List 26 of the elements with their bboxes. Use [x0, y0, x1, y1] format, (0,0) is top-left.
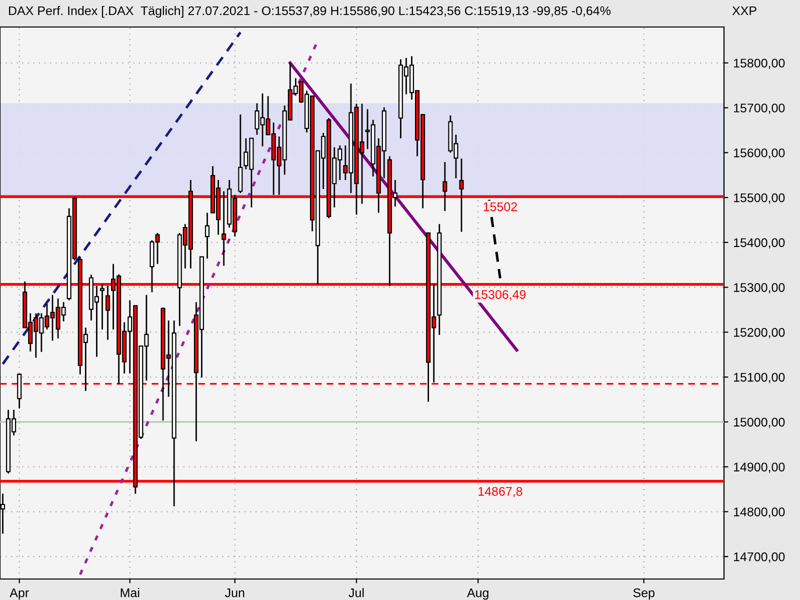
x-tick-label: Jun: [225, 588, 244, 598]
ref-line-label: 14867,8: [478, 486, 522, 498]
y-tick-label: 15700,00: [734, 104, 785, 114]
y-tick-label: 15000,00: [734, 418, 785, 428]
x-tick-label: Mai: [120, 588, 140, 598]
x-tick-label: Aug: [466, 588, 488, 600]
y-tick-label: 15600,00: [734, 148, 785, 159]
y-tick-label: 14700,00: [734, 552, 785, 563]
x-tick-label: Apr: [10, 588, 29, 600]
chart-title: DAX Perf. Index [.DAX Täglich] 27.07.2021 - O:15537,89 H:15586,90 L:15423,56 C:15519,13 -99,85 -0,64%: [9, 6, 611, 18]
y-tick-label: 15800,00: [734, 58, 785, 70]
y-tick-label: 15500,00: [734, 193, 785, 204]
y-tick-label: 15100,00: [734, 372, 785, 384]
x-tick-label: Jul: [348, 588, 364, 598]
y-tick-label: 14800,00: [734, 507, 785, 518]
candlestick: [204, 212, 210, 260]
x-tick-label: Sep: [633, 588, 654, 600]
candlestick: [238, 114, 243, 194]
y-tick-label: 15400,00: [734, 238, 785, 249]
candlestick: [100, 283, 105, 330]
y-tick-label: 14900,00: [734, 462, 785, 473]
y-tick-label: 15200,00: [734, 328, 785, 338]
ref-line-label: 15502: [484, 202, 517, 212]
text: XXP: [732, 6, 756, 16]
ref-line-label: 15306,49: [475, 290, 526, 300]
y-tick-label: 15300,00: [734, 283, 785, 294]
